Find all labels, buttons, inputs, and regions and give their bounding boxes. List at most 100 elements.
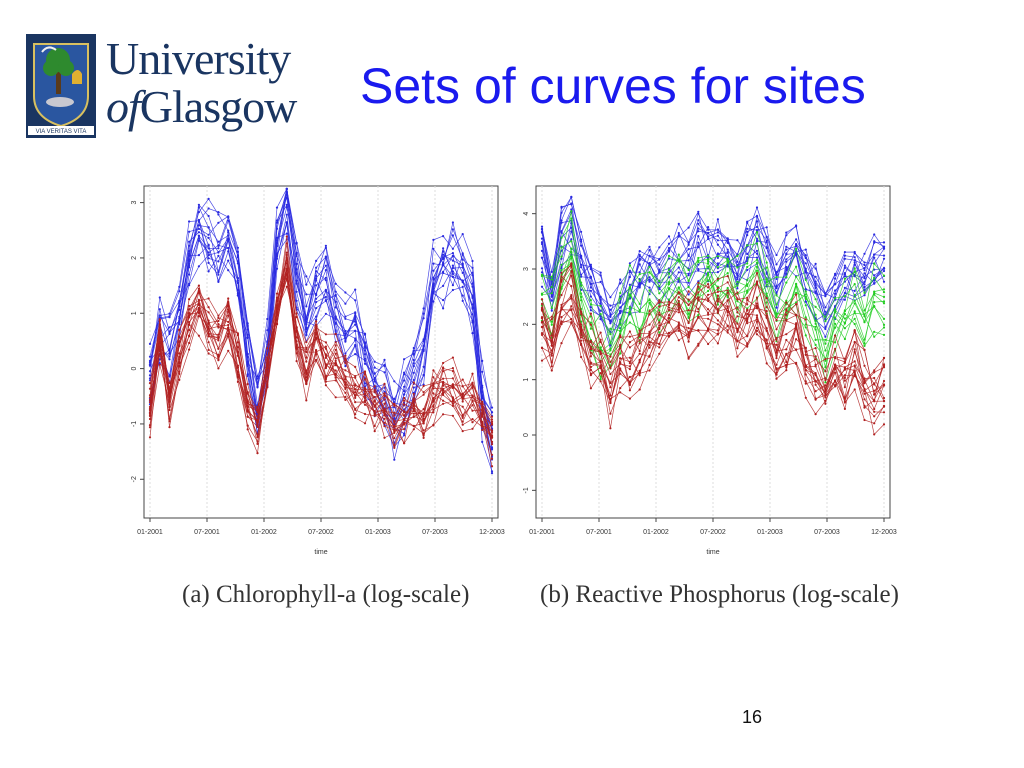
data-point-blue bbox=[197, 234, 200, 237]
data-point-blue bbox=[256, 375, 259, 378]
data-point-blue bbox=[599, 309, 602, 312]
data-point-blue bbox=[373, 360, 376, 363]
data-point-red bbox=[697, 297, 700, 301]
data-point-red bbox=[707, 329, 710, 332]
data-point-green bbox=[795, 265, 798, 268]
data-point-red bbox=[697, 281, 700, 284]
data-point-red bbox=[256, 452, 259, 455]
data-point-blue bbox=[570, 203, 573, 206]
data-point-red bbox=[540, 325, 544, 328]
series-line-blue bbox=[149, 218, 493, 450]
data-point-red bbox=[227, 329, 230, 332]
data-point-blue bbox=[638, 250, 641, 253]
data-point-green bbox=[609, 342, 612, 345]
data-point-red bbox=[334, 364, 337, 367]
data-point-green bbox=[736, 300, 739, 303]
data-point-red bbox=[471, 372, 474, 375]
data-point-green bbox=[882, 323, 886, 326]
data-point-red bbox=[354, 407, 357, 410]
series-line-red bbox=[541, 294, 885, 402]
data-point-red bbox=[648, 354, 651, 357]
data-point-red bbox=[373, 409, 376, 413]
data-point-green bbox=[570, 257, 573, 260]
data-point-blue bbox=[461, 285, 464, 288]
data-point-red bbox=[217, 319, 220, 323]
data-point-red bbox=[344, 361, 347, 364]
data-point-red bbox=[246, 401, 249, 404]
data-point-blue bbox=[843, 251, 846, 254]
data-point-red bbox=[373, 396, 376, 399]
data-point-green bbox=[834, 316, 837, 319]
data-point-blue bbox=[217, 221, 220, 224]
university-logo: VIA VERITAS VITA University ofGlasgow bbox=[26, 34, 348, 138]
x-tick-label: 01-2002 bbox=[251, 529, 277, 536]
x-tick-label: 07-2001 bbox=[586, 529, 612, 536]
caption-chlorophyll: (a) Chlorophyll-a (log-scale) bbox=[182, 581, 470, 608]
data-point-green bbox=[843, 277, 846, 280]
data-point-red bbox=[599, 360, 602, 363]
data-point-red bbox=[393, 437, 396, 440]
data-point-red bbox=[227, 310, 230, 313]
data-point-blue bbox=[236, 294, 239, 297]
data-point-red bbox=[442, 377, 445, 380]
data-point-red bbox=[373, 424, 376, 428]
data-point-blue bbox=[804, 254, 807, 257]
data-point-red bbox=[589, 339, 592, 343]
data-point-green bbox=[863, 313, 866, 316]
data-point-red bbox=[726, 281, 729, 284]
data-point-blue bbox=[570, 238, 573, 241]
data-point-blue bbox=[197, 219, 200, 222]
data-point-blue bbox=[207, 197, 210, 200]
data-point-blue bbox=[168, 315, 171, 318]
data-point-red bbox=[795, 303, 798, 306]
data-point-red bbox=[540, 316, 544, 319]
data-point-green bbox=[775, 316, 778, 319]
data-point-red bbox=[324, 354, 327, 357]
data-point-blue bbox=[451, 228, 454, 231]
data-point-blue bbox=[412, 349, 415, 352]
data-point-green bbox=[882, 302, 886, 305]
data-point-red bbox=[334, 352, 337, 355]
data-point-red bbox=[246, 383, 249, 386]
data-point-red bbox=[393, 429, 396, 432]
data-point-red bbox=[853, 364, 856, 367]
data-point-blue bbox=[354, 329, 357, 332]
series-line-blue bbox=[541, 220, 885, 322]
data-point-blue bbox=[638, 285, 641, 288]
data-point-red bbox=[275, 304, 279, 307]
data-point-red bbox=[648, 330, 651, 333]
data-point-green bbox=[824, 381, 827, 384]
series-line-red bbox=[541, 312, 885, 415]
data-point-red bbox=[765, 362, 768, 365]
data-point-red bbox=[736, 347, 739, 350]
data-point-blue bbox=[736, 287, 739, 290]
data-point-blue bbox=[344, 291, 347, 294]
data-point-red bbox=[648, 340, 651, 343]
data-point-green bbox=[580, 284, 583, 287]
data-point-green bbox=[824, 366, 827, 369]
data-point-blue bbox=[305, 283, 308, 286]
data-point-red bbox=[619, 391, 622, 394]
data-point-red bbox=[315, 325, 318, 328]
data-point-blue bbox=[275, 267, 279, 270]
data-point-blue bbox=[628, 283, 631, 286]
data-point-red bbox=[275, 322, 279, 326]
data-point-blue bbox=[373, 380, 376, 383]
data-point-red bbox=[442, 384, 445, 387]
data-point-blue bbox=[305, 305, 308, 308]
data-point-green bbox=[716, 255, 719, 258]
data-point-red bbox=[285, 267, 288, 270]
data-point-blue bbox=[461, 294, 464, 297]
data-point-green bbox=[726, 286, 729, 290]
data-point-blue bbox=[207, 244, 210, 247]
data-point-red bbox=[677, 306, 680, 310]
data-point-red bbox=[207, 326, 210, 329]
data-point-red bbox=[197, 334, 200, 337]
data-point-red bbox=[550, 365, 553, 368]
data-point-blue bbox=[609, 319, 612, 323]
data-point-red bbox=[853, 329, 856, 332]
data-point-red bbox=[873, 407, 876, 411]
x-tick-label: 12-2003 bbox=[479, 529, 505, 536]
data-point-blue bbox=[550, 270, 553, 273]
data-point-blue bbox=[619, 306, 622, 309]
